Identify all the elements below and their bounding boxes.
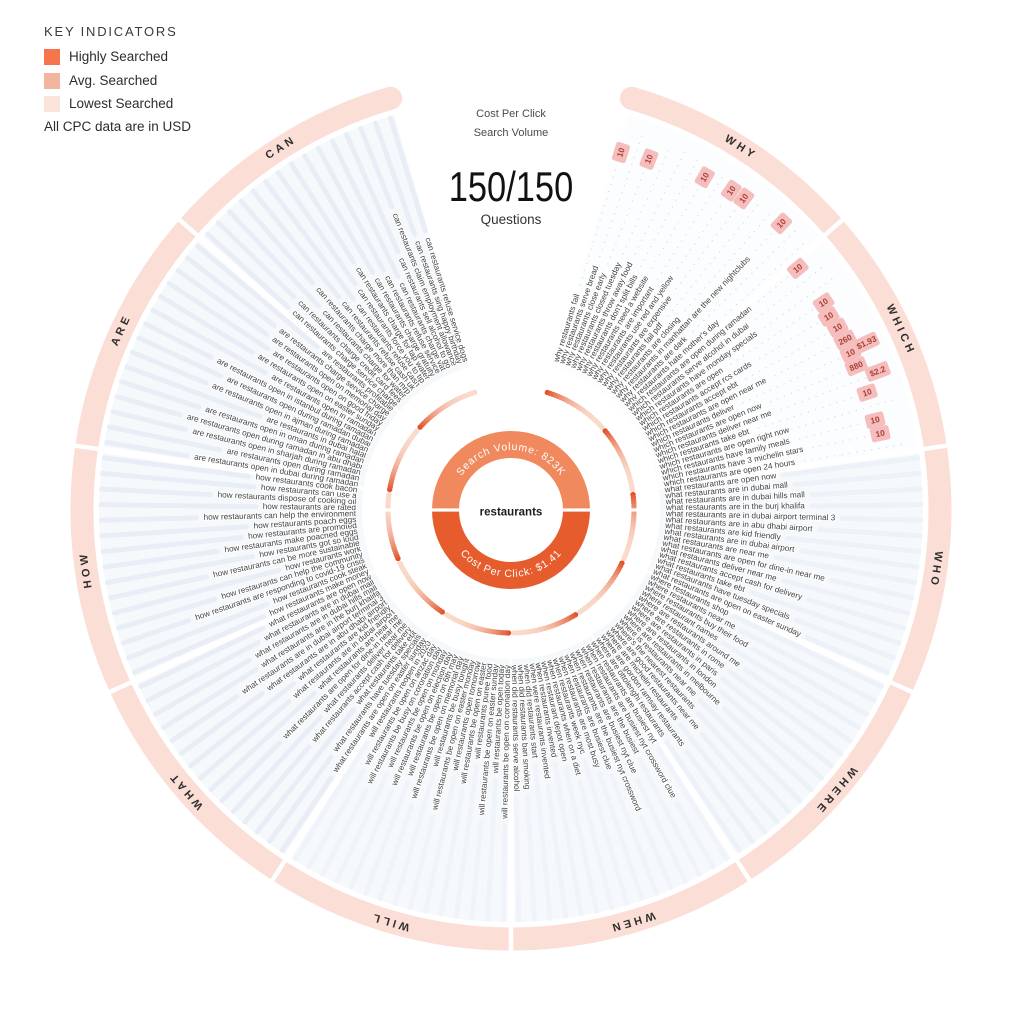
svg-text:10: 10 <box>869 414 881 426</box>
svg-text:10: 10 <box>642 153 655 166</box>
svg-text:10: 10 <box>844 346 857 359</box>
svg-text:what restaurants are in the bu: what restaurants are in the burj khalifa <box>665 501 805 512</box>
svg-text:when did restaurants serve alc: when did restaurants serve alcohol <box>510 664 521 792</box>
svg-text:WHO: WHO <box>927 550 944 589</box>
svg-text:will restaurants be open on co: will restaurants be open on coronation d… <box>500 664 512 820</box>
svg-text:HOW: HOW <box>78 550 95 589</box>
svg-text:10: 10 <box>614 146 626 158</box>
svg-text:10: 10 <box>875 427 886 439</box>
svg-text:10: 10 <box>861 386 873 399</box>
svg-text:restaurants: restaurants <box>480 507 543 519</box>
svg-text:how restaurants are rated: how restaurants are rated <box>263 502 357 512</box>
